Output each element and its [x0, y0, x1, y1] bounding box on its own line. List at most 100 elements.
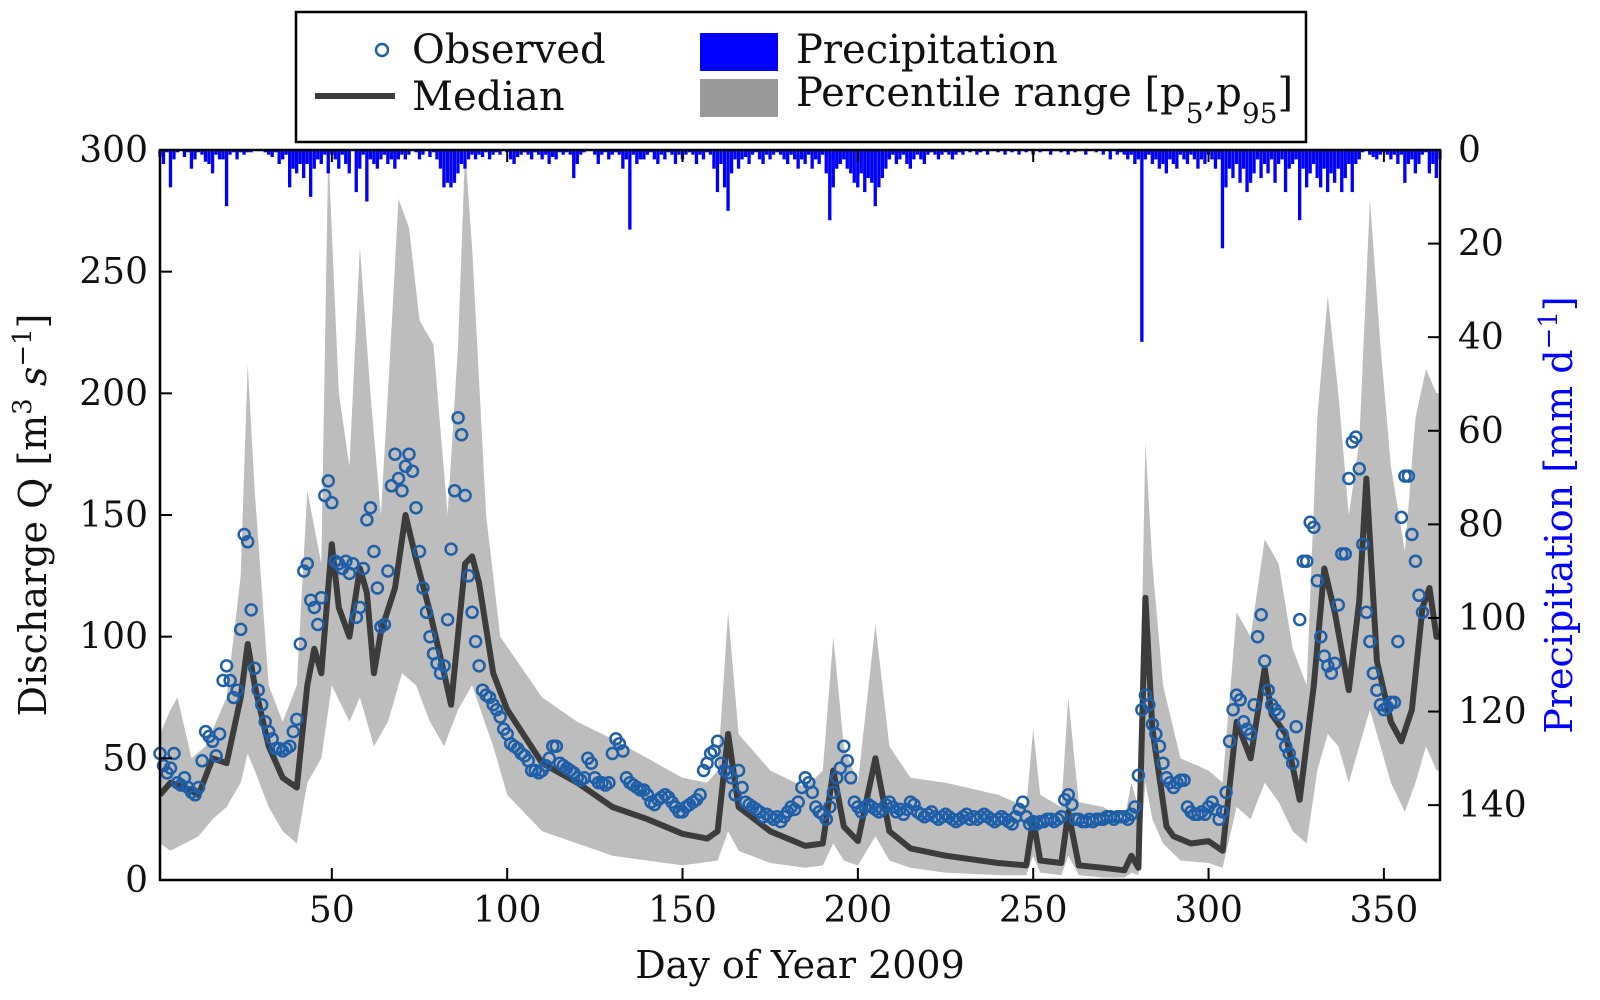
x-tick-label: 150 — [648, 890, 717, 931]
precipitation-bar — [712, 150, 716, 169]
observed-point — [1149, 727, 1163, 741]
precipitation-bar — [919, 150, 923, 160]
precipitation-bar — [508, 150, 513, 160]
observed-point — [1124, 807, 1139, 822]
observed-point — [616, 744, 630, 758]
precipitation-bar — [1357, 150, 1361, 160]
precipitation-bar — [200, 150, 204, 155]
precipitation-bar — [600, 150, 604, 155]
precipitation-bar — [305, 150, 309, 164]
precipitation-bar — [701, 150, 706, 160]
precipitation-bar — [228, 150, 232, 155]
observed-point — [1412, 588, 1426, 603]
precipitation-bar — [1182, 150, 1186, 160]
observed-point — [1387, 695, 1402, 710]
precipitation-bar — [1259, 150, 1263, 179]
y-right-tick-label: 60 — [1458, 411, 1504, 452]
observed-point — [1363, 634, 1377, 649]
precipitation-bar — [396, 150, 401, 160]
y-tick-label: 0 — [125, 860, 148, 901]
precipitation-bar — [894, 150, 899, 164]
precipitation-bar — [491, 150, 495, 155]
precipitation-bar — [344, 150, 348, 164]
observed-point — [300, 556, 315, 571]
precipitation-bar — [1417, 150, 1421, 164]
precipitation-bar — [1371, 150, 1375, 157]
precipitation-bar — [203, 150, 208, 162]
precipitation-bar — [1101, 150, 1105, 155]
legend-box — [294, 10, 1308, 144]
observed-point — [156, 758, 171, 773]
observed-point — [261, 724, 276, 739]
observed-point — [363, 500, 378, 515]
precipitation-bar — [1220, 150, 1225, 249]
observed-point — [1356, 537, 1370, 551]
precipitation-bar — [824, 150, 828, 174]
observed-point — [437, 659, 451, 673]
precipitation-bar — [1185, 150, 1190, 164]
precipitation-bar — [270, 150, 274, 157]
precipitation-bar — [1241, 150, 1246, 169]
observed-point — [1198, 807, 1212, 822]
observed-point — [402, 447, 416, 461]
observed-point — [216, 673, 230, 688]
precipitation-bar — [403, 150, 408, 160]
precipitation-bar — [386, 150, 390, 164]
observed-point — [1289, 719, 1303, 734]
y-tick-label: 200 — [79, 373, 148, 414]
precipitation-bar — [922, 150, 927, 164]
precipitation-bar — [358, 150, 362, 169]
observed-point — [447, 483, 462, 498]
observed-point — [167, 746, 181, 761]
precipitation-bar — [1203, 150, 1207, 164]
precipitation-bar — [852, 150, 856, 183]
precipitation-bar — [961, 150, 965, 155]
legend-percentile-sub2: 95 — [1242, 97, 1278, 130]
precipitation-bar — [1210, 150, 1214, 160]
observed-point — [805, 785, 820, 800]
precipitation-bar — [333, 150, 337, 160]
precipitation-bar — [281, 150, 285, 160]
observed-point — [640, 788, 655, 802]
observed-point — [423, 629, 437, 644]
precipitation-bar — [235, 150, 239, 160]
precipitation-bar — [873, 150, 877, 207]
precipitation-bar — [593, 150, 597, 155]
observed-point — [844, 771, 858, 785]
y-right-tick-label: 80 — [1458, 504, 1504, 545]
observed-point — [226, 690, 241, 705]
precipitation-bar — [1368, 150, 1372, 155]
legend-precipitation-label: Precipitation — [796, 27, 1058, 73]
precipitation-bar — [708, 150, 713, 155]
precipitation-bar — [1171, 150, 1176, 164]
y-tick-label: 50 — [102, 738, 148, 779]
precipitation-bar — [477, 150, 481, 155]
precipitation-bar — [1336, 150, 1340, 169]
legend-percentile-label: Percentile range [p5,p95] — [796, 70, 1293, 130]
precipitation-bar — [1262, 150, 1267, 164]
precipitation-bar — [309, 150, 313, 197]
precipitation-bar — [480, 150, 485, 157]
legend-percentile-swatch — [700, 79, 778, 117]
precipitation-bar — [1273, 150, 1277, 183]
observed-point — [731, 763, 746, 778]
precipitation-bar — [326, 150, 330, 174]
observed-point — [321, 474, 336, 488]
observed-point — [693, 788, 707, 802]
precipitation-bar — [659, 150, 664, 155]
precipitation-bar — [933, 150, 937, 155]
observed-point — [549, 739, 564, 753]
precipitation-bar — [1150, 150, 1155, 164]
precipitation-bar — [901, 150, 906, 155]
observed-point — [454, 427, 469, 442]
precipitation-bar — [445, 150, 450, 183]
observed-point — [539, 758, 553, 773]
precipitation-bar — [947, 150, 951, 155]
precipitation-bar — [466, 150, 471, 160]
precipitation-bar — [323, 150, 327, 155]
observed-point — [360, 513, 374, 527]
precipitation-bar — [750, 150, 755, 155]
precipitation-bar — [1245, 150, 1249, 193]
precipitation-bar — [856, 150, 860, 188]
precipitation-bar — [610, 150, 614, 155]
